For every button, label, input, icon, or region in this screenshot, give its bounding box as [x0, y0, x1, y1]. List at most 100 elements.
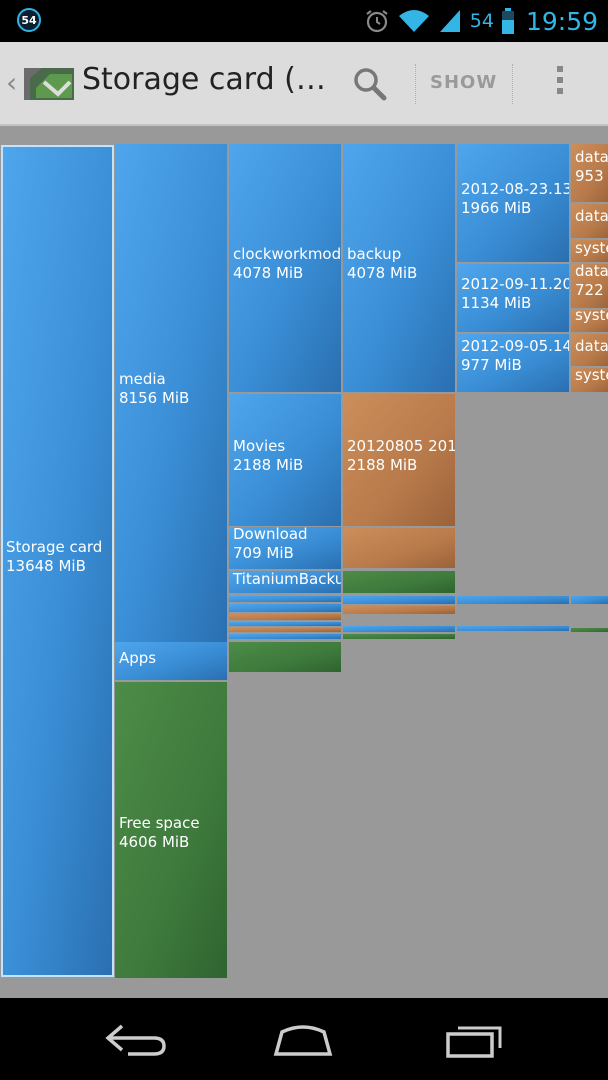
tile-name: data: [575, 337, 608, 355]
tile-name: syste: [575, 239, 608, 257]
show-button[interactable]: SHOW: [430, 72, 498, 93]
treemap-tile-titanium[interactable]: TitaniumBacku: [229, 570, 344, 593]
tile-rect: [571, 144, 608, 202]
tile-rect: [343, 144, 455, 392]
navigation-bar: [0, 998, 608, 1080]
treemap-tile-b1-data2[interactable]: data: [571, 204, 608, 238]
treemap-sliver[interactable]: [343, 571, 455, 593]
notification-badge: 54: [17, 8, 41, 32]
treemap-sliver[interactable]: [229, 628, 341, 632]
tile-size: 977 MiB: [461, 356, 522, 374]
tile-rect: [571, 310, 608, 332]
treemap-sliver[interactable]: [343, 528, 455, 568]
treemap-sliver[interactable]: [229, 596, 341, 602]
treemap-tile-b1-sys[interactable]: syste: [571, 239, 608, 262]
tile-name: data: [575, 148, 608, 166]
recent-apps-icon[interactable]: [440, 1018, 510, 1060]
treemap-sliver[interactable]: [343, 596, 455, 604]
treemap-sliver[interactable]: [343, 606, 455, 614]
tile-size: 4078 MiB: [347, 264, 417, 282]
treemap-sliver[interactable]: [229, 604, 341, 612]
battery-icon: [501, 8, 514, 34]
battery-percent: 54: [469, 10, 494, 32]
tile-rect: [571, 240, 608, 262]
treemap-tile-b3-sys[interactable]: syste: [571, 366, 608, 392]
up-caret-icon[interactable]: ‹: [6, 66, 18, 99]
treemap-sliver[interactable]: [571, 628, 608, 632]
treemap-sliver[interactable]: [229, 622, 341, 626]
signal-icon: [439, 10, 460, 32]
treemap-sliver[interactable]: [229, 642, 341, 672]
tile-size: 1134 MiB: [461, 294, 531, 312]
action-divider: [512, 64, 513, 104]
treemap-sliver[interactable]: [457, 596, 569, 604]
treemap-sliver[interactable]: [229, 614, 341, 620]
tile-name: media: [119, 370, 166, 388]
tile-name: data: [575, 262, 608, 280]
treemap-sliver[interactable]: [343, 626, 455, 632]
app-logo-icon[interactable]: [22, 64, 76, 104]
tile-name: Free space: [119, 814, 200, 832]
treemap-sliver[interactable]: [343, 634, 455, 639]
tile-size: 722: [575, 281, 604, 299]
tile-name: 20120805 201: [347, 437, 457, 455]
tile-size: 4606 MiB: [119, 833, 189, 851]
tile-size: 13648 MiB: [6, 557, 86, 575]
wifi-icon: [398, 10, 429, 32]
status-bar: 54 54 19:59: [0, 0, 608, 42]
tile-size: 953: [575, 167, 604, 185]
tile-rect: [457, 144, 569, 262]
overflow-menu-icon[interactable]: [552, 66, 568, 102]
search-icon[interactable]: [350, 64, 390, 104]
tile-rect: [115, 682, 227, 978]
tile-size: 1966 MiB: [461, 199, 531, 217]
tile-name: syste: [575, 366, 608, 384]
tile-name: 2012-09-05.14: [461, 337, 572, 355]
alarm-icon: [366, 10, 388, 33]
tile-size: 2188 MiB: [347, 456, 417, 474]
treemap-tile-b2-sys[interactable]: syste: [571, 306, 608, 332]
treemap-sliver[interactable]: [457, 626, 569, 631]
tile-size: 4078 MiB: [233, 264, 303, 282]
treemap-sliver[interactable]: [571, 596, 608, 604]
tile-name: Movies: [233, 437, 285, 455]
tile-rect: [229, 571, 341, 593]
tile-rect: [343, 394, 455, 526]
tile-rect: [571, 334, 608, 366]
tile-size: 709 MiB: [233, 544, 294, 562]
tile-rect: [229, 527, 341, 569]
tile-name: Storage card: [6, 538, 102, 556]
treemap-tile-apps[interactable]: Apps: [115, 642, 227, 680]
treemap-tile-b3-data[interactable]: data: [571, 334, 608, 366]
tile-rect: [115, 144, 227, 642]
tile-name: clockworkmod: [233, 245, 341, 263]
tile-rect: [457, 264, 569, 332]
tile-name: Apps: [119, 649, 156, 667]
tile-rect: [571, 204, 608, 238]
treemap-sliver[interactable]: [229, 634, 341, 639]
treemap-area: Storage card 13648 MiB media 8156 MiB Apps Fr…: [0, 126, 608, 998]
tile-rect: [1, 145, 114, 977]
clock: 19:59: [525, 6, 598, 36]
back-icon[interactable]: [102, 1018, 172, 1060]
status-icons: 54 19:59: [364, 0, 598, 42]
tile-size: 2188 MiB: [233, 456, 303, 474]
home-icon[interactable]: [268, 1018, 338, 1060]
action-bar: ‹ Storage card (… SHOW: [0, 42, 608, 126]
action-divider: [415, 64, 416, 104]
tile-name: syste: [575, 306, 608, 324]
